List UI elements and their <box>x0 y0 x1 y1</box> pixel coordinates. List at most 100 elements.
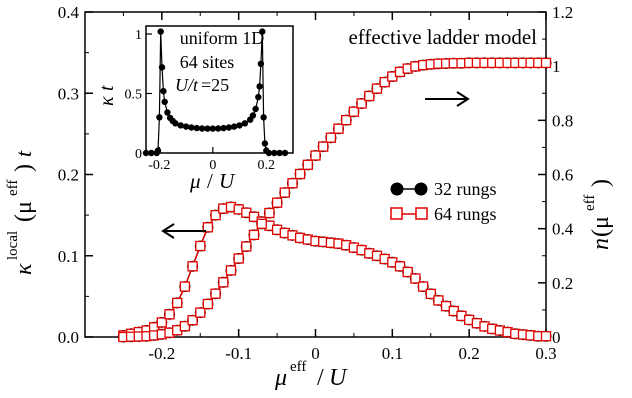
legend-entry-64-rungs: 64 rungs <box>390 204 497 224</box>
x-tick-label: 0.1 <box>382 344 403 363</box>
inset-y-tick-label: 1 <box>135 28 142 43</box>
y-right-tick-label: 0.2 <box>552 274 573 293</box>
legend-entry-32-rungs: 32 rungs <box>390 179 497 199</box>
svg-text:local: local <box>5 231 21 260</box>
inset-point <box>220 124 227 132</box>
right-axis-arrow <box>425 91 470 107</box>
y-left-tick-label: 0.2 <box>58 166 79 185</box>
inset-point <box>156 114 163 121</box>
svg-text:t: t <box>11 150 36 157</box>
density-64-point <box>356 98 367 109</box>
y-right-tick-label: 0.4 <box>552 220 574 239</box>
x-tick-label: 0 <box>311 344 320 363</box>
svg-text:U: U <box>329 365 348 391</box>
inset-point <box>249 112 257 119</box>
density-64-point <box>371 83 383 94</box>
density-64-point <box>187 315 198 326</box>
inset-point <box>231 123 238 130</box>
inset-point <box>281 149 289 157</box>
inset-point <box>193 124 200 132</box>
inset-point <box>209 125 216 132</box>
density-64-point <box>233 253 244 264</box>
kappa-64-point <box>433 295 444 306</box>
kappa-64-point <box>164 309 175 320</box>
inset-point <box>160 87 167 95</box>
svg-text:U/t: U/t <box>175 75 199 95</box>
kappa-64-point <box>172 297 183 309</box>
inset-point <box>259 28 266 35</box>
inset-point <box>256 83 263 90</box>
left-axis-arrow <box>161 223 206 239</box>
inset-point <box>198 125 206 132</box>
inset-point <box>158 64 166 71</box>
y-right-tick-label: 0 <box>552 328 561 347</box>
inset-point <box>241 120 249 127</box>
inset-x-tick-label: -0.2 <box>148 158 170 173</box>
svg-text:κ: κ <box>96 96 118 106</box>
density-64-point <box>341 114 352 126</box>
inset-plot-area <box>145 25 294 154</box>
kappa-64-point <box>202 222 214 233</box>
inset-point <box>148 149 155 157</box>
kappa-64-point <box>402 266 413 278</box>
inset-point <box>182 123 190 130</box>
inset-point <box>154 147 162 154</box>
svg-text:): ) <box>11 164 37 172</box>
inset-point <box>252 105 259 113</box>
density-64-point <box>294 168 306 180</box>
svg-text:/: / <box>317 365 324 391</box>
density-64-point <box>248 229 260 241</box>
y-axis-label-left: κ local (μ eff ) t <box>5 150 37 275</box>
y-right-tick-label: 1 <box>552 57 561 76</box>
inset-y-tick-label: 0 <box>135 147 142 162</box>
svg-text:U: U <box>219 169 236 193</box>
x-tick-label: 0.2 <box>459 344 480 363</box>
kappa-64-point <box>410 273 421 284</box>
kappa-64-point <box>179 281 191 292</box>
y-right-tick-label: 0.6 <box>552 166 573 185</box>
density-64-point <box>225 265 237 276</box>
density-64-point <box>287 178 298 189</box>
density-64-point <box>218 277 229 288</box>
kappa-64-point <box>156 317 167 328</box>
inset-x-axis-label: μ / U <box>189 169 236 193</box>
legend-marker-64 <box>390 207 403 220</box>
density-64-point <box>318 141 329 152</box>
kappa-64-point <box>187 261 198 272</box>
inset-point <box>236 122 243 129</box>
inset-point <box>261 140 269 147</box>
main-series <box>117 57 552 343</box>
y-axis-label-right: n (μ eff ) <box>582 179 614 250</box>
density-64-point <box>279 187 290 198</box>
inset-point <box>271 149 278 157</box>
inset-point <box>157 28 164 35</box>
inset-series <box>142 28 289 157</box>
svg-text:μ: μ <box>274 365 287 391</box>
inset-point <box>260 114 267 121</box>
inset-x-tick-label: 0.2 <box>258 158 276 173</box>
kappa-64-point <box>417 281 429 292</box>
inset-annotation-3: U/t =25 <box>175 75 229 95</box>
legend-marker-32 <box>390 182 404 196</box>
kappa-64-point <box>425 288 436 300</box>
density-64-point <box>302 159 313 170</box>
x-tick-label: -0.1 <box>225 344 252 363</box>
inset-point <box>255 93 262 101</box>
inset-point <box>164 109 171 116</box>
kappa-64-point <box>394 261 406 272</box>
svg-text:eff: eff <box>290 359 306 375</box>
inset-annotation-2: 64 sites <box>180 52 235 72</box>
density-64-point <box>210 288 221 299</box>
legend: 32 rungs 64 rungs <box>390 179 497 224</box>
kappa-64-point <box>210 209 221 221</box>
density-64-point <box>264 207 275 219</box>
legend-label-64: 64 rungs <box>434 204 497 224</box>
density-64-point <box>379 76 390 88</box>
svg-text:eff: eff <box>582 195 598 211</box>
inset-point <box>265 149 273 157</box>
inset-chart: -0.2 0 0.200.51 uniform 1D 64 sites U/t =2… <box>96 25 294 193</box>
density-64-point <box>271 197 283 208</box>
x-tick-label: 0.3 <box>535 344 556 363</box>
y-right-tick-label: 0.8 <box>552 111 573 130</box>
